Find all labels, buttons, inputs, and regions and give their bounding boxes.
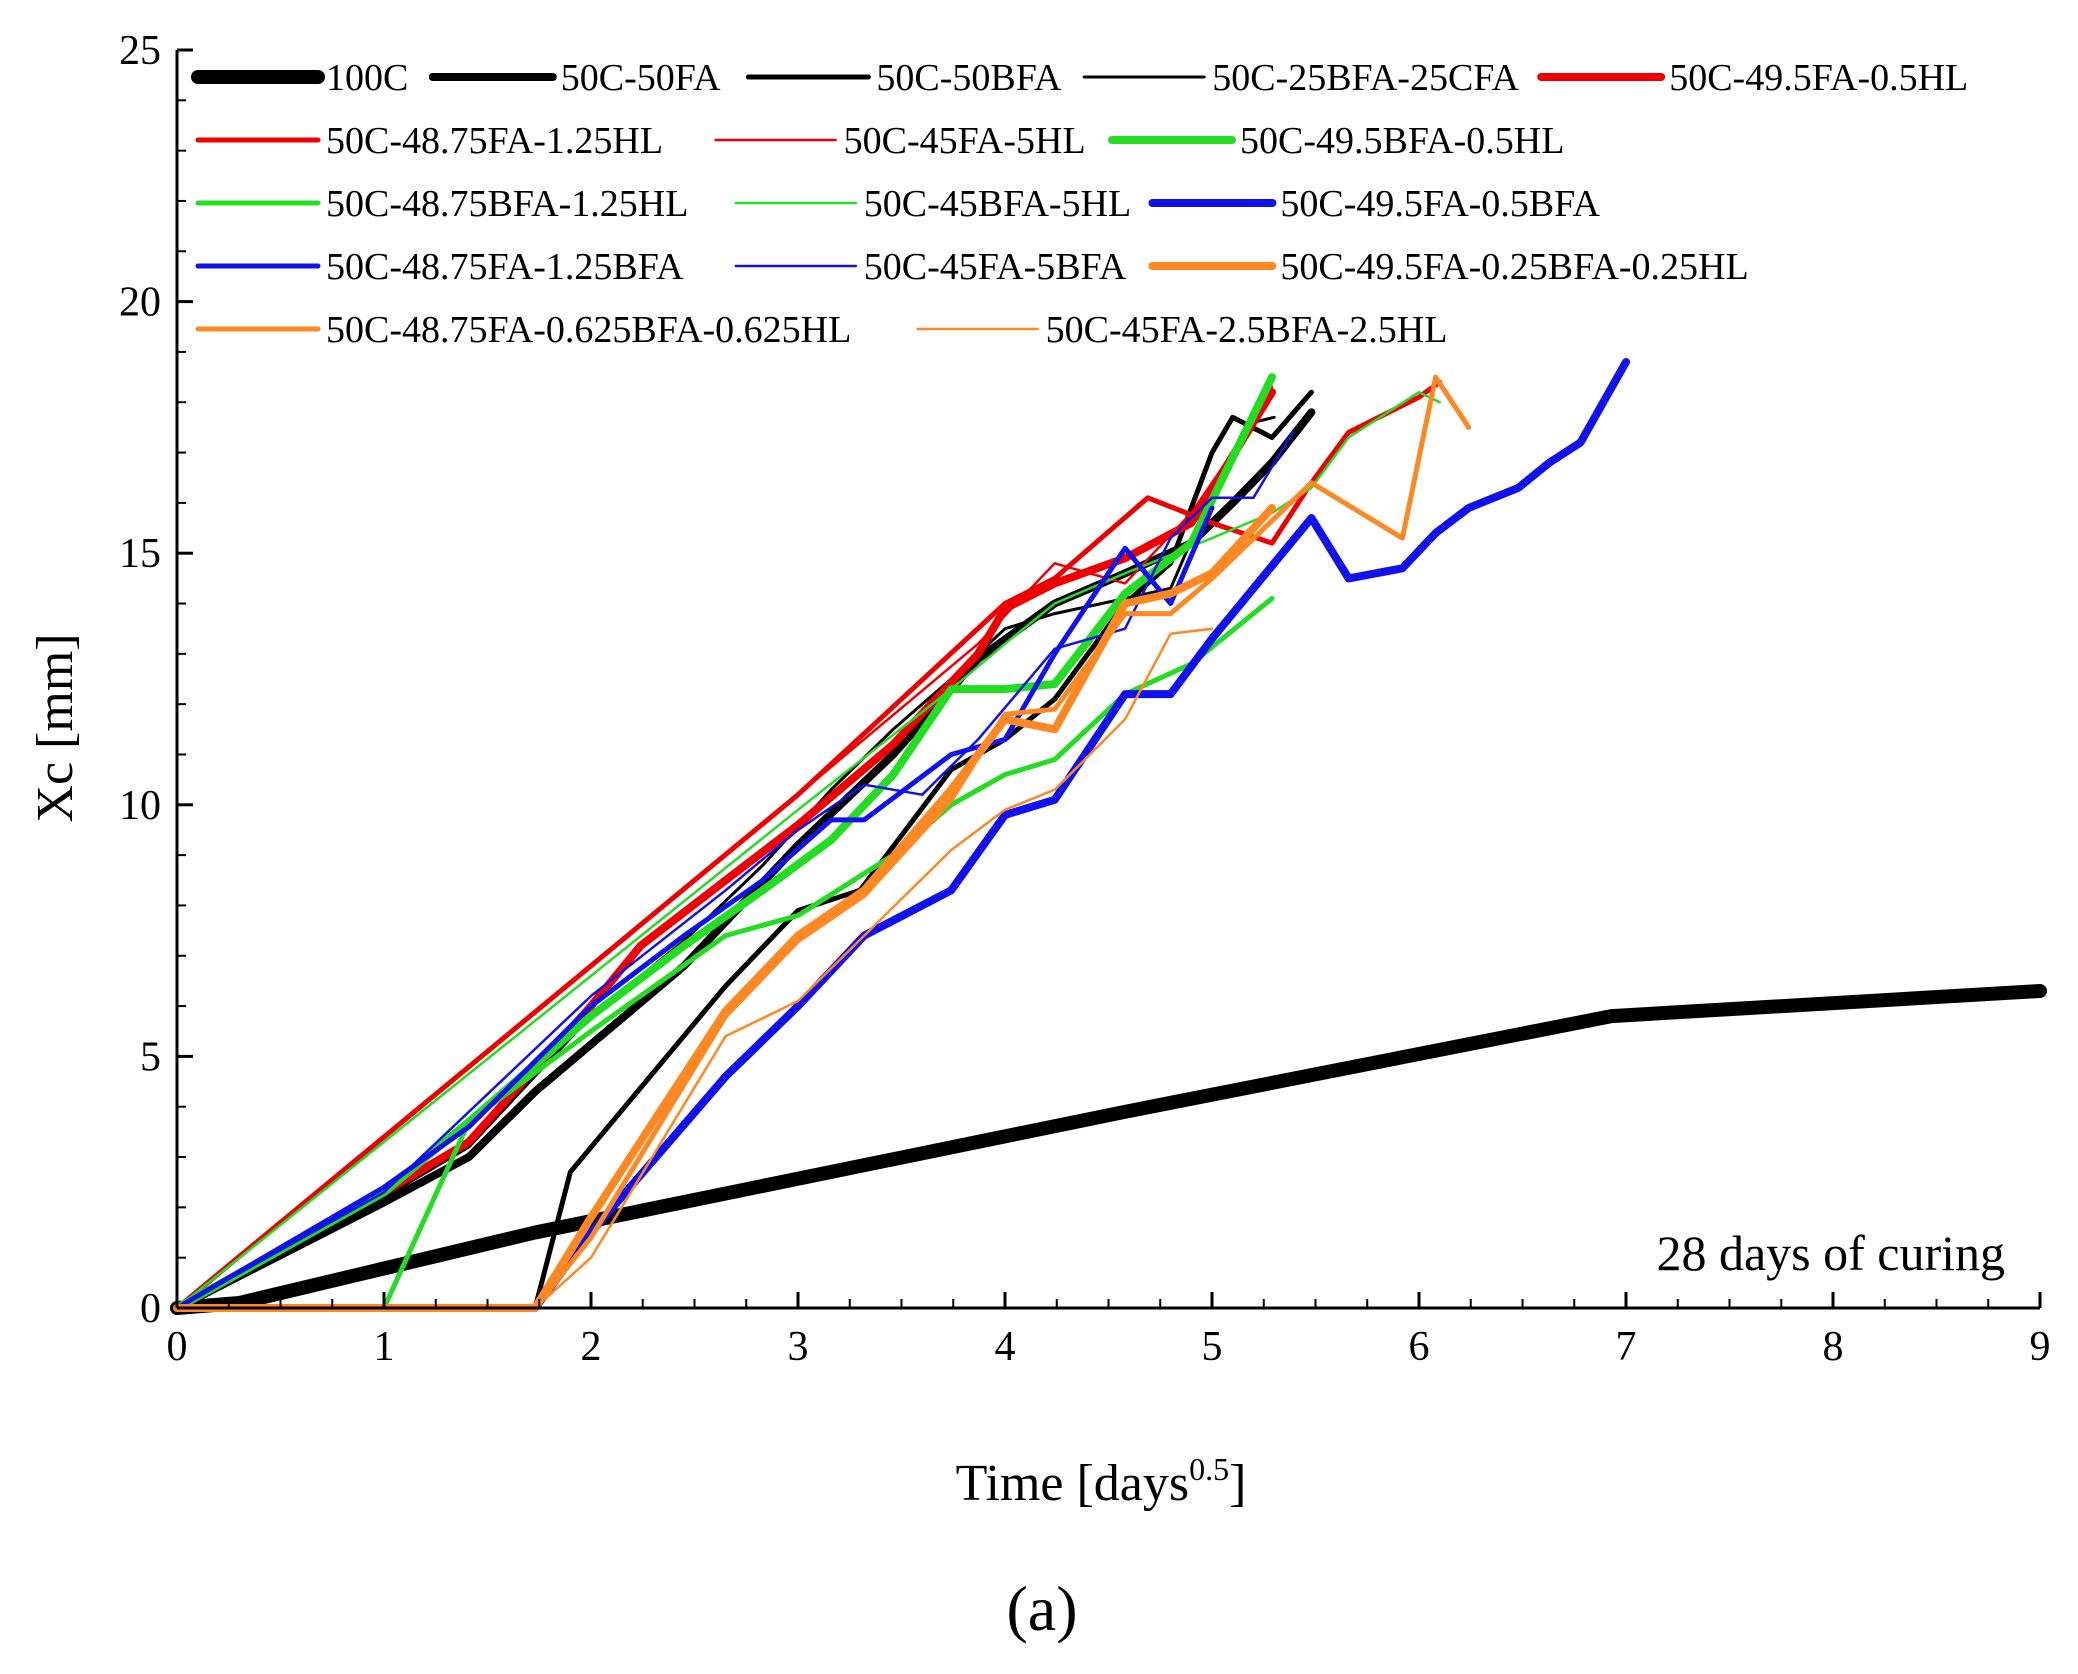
x-tick-label: 2: [581, 1324, 602, 1370]
x-tick-label: 1: [374, 1324, 395, 1370]
series-line-13: [175, 431, 1294, 1310]
y-tick-label: 0: [140, 1286, 161, 1332]
y-tick-label: 25: [119, 28, 161, 74]
legend-label-8: 50C-49.5BFA-0.5HL: [1240, 120, 1564, 162]
legend-label-12: 50C-48.75FA-1.25BFA: [326, 246, 684, 288]
legend-label-4: 50C-25BFA-25CFA: [1212, 57, 1519, 99]
legend-label-14: 50C-49.5FA-0.25BFA-0.25HL: [1280, 246, 1748, 288]
series-line-7: [175, 385, 1274, 1310]
y-tick-label: 20: [119, 280, 161, 326]
legend-label-5: 50C-49.5FA-0.5HL: [1669, 57, 1968, 99]
series-line-14: [173, 503, 1276, 1312]
legend-label-11: 50C-49.5FA-0.5BFA: [1280, 183, 1600, 225]
x-tick-label: 9: [2030, 1324, 2051, 1370]
series-lines: [170, 358, 2047, 1315]
x-axis-title-main: Time [days: [956, 1455, 1190, 1512]
series-line-9: [174, 596, 1275, 1311]
y-tick-label: 10: [119, 783, 161, 829]
series-line-11: [173, 358, 1630, 1312]
series-line-15: [174, 374, 1472, 1311]
legend-label-15: 50C-48.75FA-0.625BFA-0.625HL: [326, 309, 851, 351]
panel-label: (a): [1006, 1573, 1077, 1644]
x-tick-label: 5: [1202, 1324, 1223, 1370]
x-tick-label: 3: [788, 1324, 809, 1370]
legend-label-9: 50C-48.75BFA-1.25HL: [326, 183, 688, 225]
series-line-16: [175, 627, 1214, 1310]
x-tick-label: 4: [995, 1324, 1016, 1370]
x-tick-label: 7: [1616, 1324, 1637, 1370]
x-axis-title-close: ]: [1229, 1455, 1246, 1512]
legend: 100C 50C-50FA 50C-50BFA 50C-25BFA-25CFA 50C-…: [191, 57, 1968, 351]
x-axis-title-superscript: 0.5: [1189, 1451, 1229, 1487]
legend-label-3: 50C-50BFA: [876, 57, 1062, 99]
curing-annotation: 28 days of curing: [1656, 1225, 2005, 1281]
series-line-10: [175, 390, 1441, 1310]
legend-label-13: 50C-45FA-5BFA: [864, 246, 1127, 288]
x-tick-label: 6: [1409, 1324, 1430, 1370]
series-line-8: [173, 373, 1276, 1312]
y-axis-title: Xc [mm]: [27, 633, 84, 822]
legend-label-6: 50C-48.75FA-1.25HL: [326, 120, 663, 162]
x-axis-title: Time [days0.5]: [956, 1451, 1247, 1512]
x-tick-label: 0: [167, 1324, 188, 1370]
y-tick-label: 5: [140, 1034, 161, 1080]
legend-label-1: 100C: [326, 57, 408, 99]
y-tick-label: 15: [119, 531, 161, 577]
legend-label-10: 50C-45BFA-5HL: [864, 183, 1131, 225]
axes: 0 1 2 3 4 5 6 7 8 9 0 5 10 15 20 25: [119, 28, 2051, 1370]
legend-label-7: 50C-45FA-5HL: [844, 120, 1086, 162]
series-line-12: [174, 505, 1215, 1311]
legend-label-16: 50C-45FA-2.5BFA-2.5HL: [1046, 309, 1448, 351]
legend-label-2: 50C-50FA: [561, 57, 721, 99]
x-tick-label: 8: [1823, 1324, 1844, 1370]
